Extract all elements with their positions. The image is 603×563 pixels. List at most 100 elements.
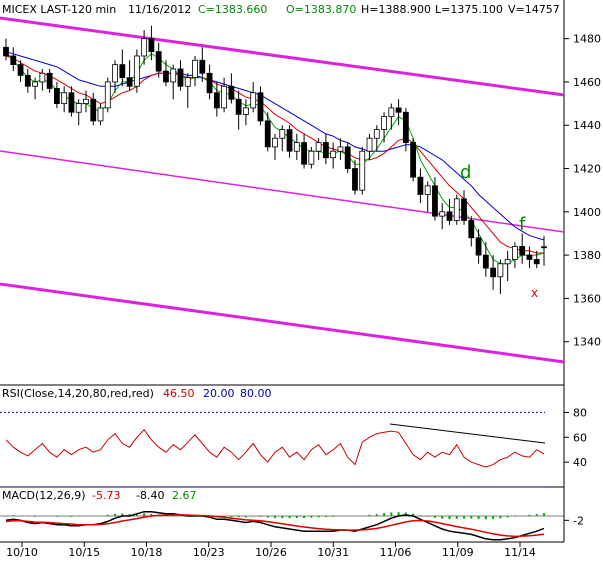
price-grid: 1340 1360 1380 1400 1420 1440 1460 1480 [564,33,601,349]
x-tick-label: 11/06 [380,546,412,559]
price-y-tick-label: 1420 [573,163,601,176]
rsi-label: RSI(Close,14,20,80,red,red) [2,387,154,400]
candle-body [468,220,475,239]
header-symbol: MICEX LAST-120 min [2,3,116,16]
macd-label: MACD(12,26,9) [2,489,86,502]
candle-body [61,92,68,104]
candle-body [417,176,424,195]
candle-body [126,77,133,87]
candle-body [97,107,104,122]
candle-body [250,92,257,109]
candle-body [461,198,467,221]
price-y-tick-label: 1400 [573,206,601,219]
candle-body [439,211,446,217]
rsi-value: 46.50 [163,387,195,400]
candle-body [10,55,17,66]
candle-body [133,55,140,87]
price-y-tick-label: 1340 [573,336,601,349]
annotation-x: x [531,286,538,300]
candle-body [373,129,380,139]
candle-body [446,211,453,221]
macd-y-tick-label: -2 [573,514,584,527]
candle-body [337,146,344,152]
channel-lower-line [0,282,565,364]
candle-body [177,68,184,87]
ma-slow-line [5,51,545,241]
candle-body [322,142,329,159]
annotation-f: f [519,214,526,235]
candle-body [68,92,75,113]
candle-body [184,77,191,87]
candle-body [512,246,518,260]
candle-body [24,75,31,87]
candle-body [192,59,198,79]
x-tick-label: 10/18 [131,546,163,559]
candle-body [3,46,9,57]
rsi-upper-level: 80.00 [240,387,272,400]
candle-body [163,70,169,83]
header-volume: V=14757 [508,3,560,16]
candle-body [46,72,53,89]
price-y-tick-label: 1480 [573,33,601,46]
candle-body [213,92,220,109]
candle-body [293,142,300,152]
candle-body [497,263,504,278]
candle-body [453,198,460,221]
candle-body [279,129,286,139]
candle-body [75,103,82,113]
candle-body [308,150,315,165]
candles [3,25,547,295]
candle-body [286,129,293,152]
candle-body [243,107,249,115]
x-tick-label: 10/15 [68,546,100,559]
candle-body [541,246,547,249]
rsi-divergence-line [389,423,546,444]
candle-body [206,72,213,94]
candle-body [410,142,417,178]
x-tick-label: 10/31 [317,546,349,559]
candle-body [359,150,366,191]
macd-value: -5.73 [92,489,120,502]
candle-body [526,254,533,260]
rsi-y-tick-label: 40 [573,456,587,469]
price-y-tick-label: 1440 [573,119,601,132]
header-high: H=1388.900 [361,3,431,16]
candle-body [395,107,402,113]
candle-body [228,85,235,100]
candle-body [424,185,431,195]
header-date: 11/16/2012 [128,3,191,16]
rsi-y-tick-label: 80 [573,406,587,419]
candle-body [504,259,511,265]
candle-body [104,81,111,109]
header-low: L=1375.100 [435,3,503,16]
candle-body [155,51,162,72]
candle-body [402,111,409,143]
candle-body [221,85,228,109]
candle-body [432,185,438,217]
candle-body [264,120,271,148]
x-tick-label: 10/26 [255,546,287,559]
candle-body [315,142,322,152]
candle-body [352,168,358,191]
candle-body [330,150,337,159]
candle-body [199,59,206,74]
candle-body [482,254,489,269]
rsi-panel: 40 60 80 [0,406,587,488]
candle-body [272,137,278,148]
channel-upper-line [0,16,565,97]
price-y-tick-label: 1460 [573,76,601,89]
candle-body [83,98,89,104]
annotation-d: d [460,162,471,183]
candle-body [141,38,148,57]
candle-body [388,107,395,117]
price-y-tick-label: 1360 [573,292,601,305]
rsi-lower-level: 20.00 [203,387,235,400]
candle-body [112,64,118,83]
x-tick-label: 10/10 [6,546,38,559]
candle-body [148,38,155,53]
candle-body [257,92,264,122]
price-y-tick-label: 1380 [573,249,601,262]
candle-body [490,267,497,278]
